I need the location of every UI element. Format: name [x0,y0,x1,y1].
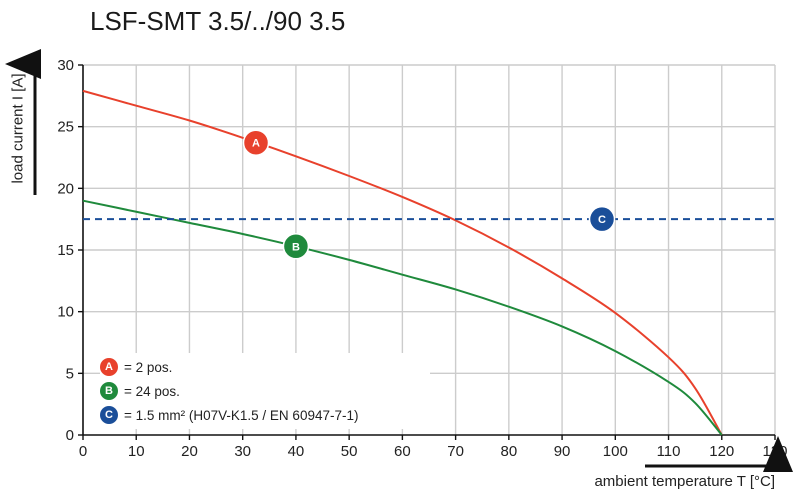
x-tick-label: 30 [234,443,251,460]
series-marker-a [242,129,270,156]
legend-badge-c: C [100,406,118,424]
legend-badge-b: B [100,382,118,400]
series-marker-c [588,205,616,233]
axes [78,64,776,440]
y-tick-label: 30 [57,57,74,74]
x-tick-label: 90 [554,443,571,460]
x-tick-label: 60 [394,443,411,460]
chart-title: LSF-SMT 3.5/../90 3.5 [90,6,346,36]
x-tick-label: 20 [181,443,198,460]
legend-text-c: = 1.5 mm² (H07V-K1.5 / EN 60947-7-1) [124,407,359,423]
y-tick-label: 0 [66,427,74,444]
series-line-a [82,89,723,436]
y-tick-label: 25 [57,119,74,136]
legend-text-b: = 24 pos. [124,383,180,399]
series-marker-b [282,233,310,260]
x-tick-label: 70 [447,443,464,460]
series-lines [82,89,775,436]
series-line-b [82,199,723,436]
series-marker-label-b: B [292,241,300,253]
legend: A = 2 pos. B = 24 pos. C = 1.5 mm² (H07V… [100,353,430,429]
series-marker-label-c: C [598,214,606,226]
y-tick-label: 20 [57,180,74,197]
y-tick-label: 5 [66,365,74,382]
series-markers: A B C [242,129,616,260]
legend-item-a: A = 2 pos. [100,355,430,379]
legend-item-b: B = 24 pos. [100,379,430,403]
legend-text-a: = 2 pos. [124,359,173,375]
x-tick-label: 50 [341,443,358,460]
legend-badge-a: A [100,358,118,376]
x-tick-label: 40 [288,443,305,460]
x-tick-label: 130 [762,443,787,460]
axis-arrows [5,49,793,472]
x-tick-label: 0 [79,443,87,460]
series-marker-label-a: A [252,138,260,150]
x-tick-label: 10 [128,443,145,460]
legend-item-c: C = 1.5 mm² (H07V-K1.5 / EN 60947-7-1) [100,403,430,427]
x-axis-label: ambient temperature T [°C] [594,473,775,490]
y-tick-label: 10 [57,304,74,321]
x-tick-label: 120 [709,443,734,460]
x-tick-label: 100 [603,443,628,460]
x-tick-label: 80 [501,443,518,460]
y-tick-label: 15 [57,242,74,259]
grid [83,64,776,435]
x-tick-label: 110 [657,443,681,460]
